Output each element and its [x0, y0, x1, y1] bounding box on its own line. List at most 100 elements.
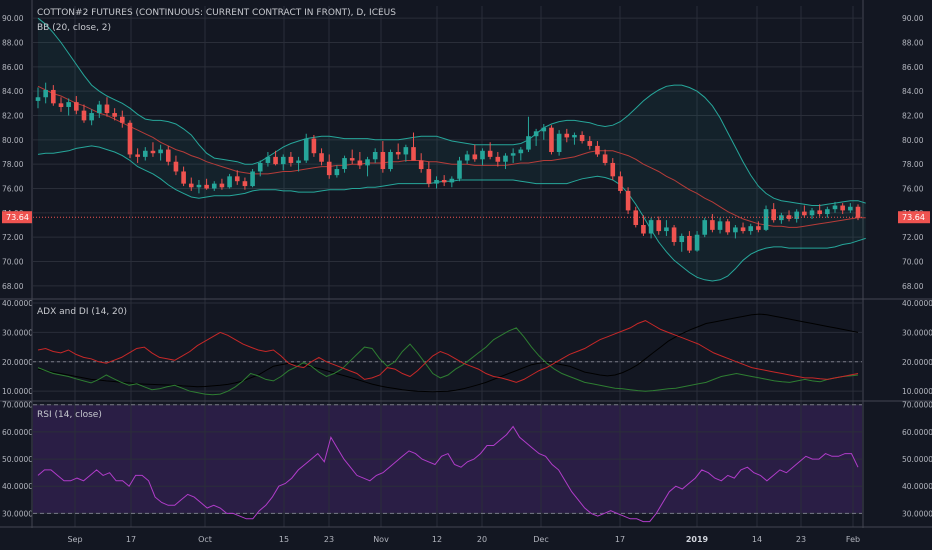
- rsi-y-tick-left: 70.0000: [2, 401, 33, 410]
- candle-body: [418, 160, 424, 170]
- candle-body: [112, 113, 117, 117]
- candle-body: [81, 110, 87, 121]
- price-y-tick-right: 88.00: [902, 39, 924, 48]
- candle-body: [242, 181, 248, 187]
- price-y-tick-left: 68.00: [2, 282, 24, 291]
- rsi-y-tick-right: 50.0000: [902, 455, 932, 464]
- price-y-tick-right: 86.00: [902, 63, 924, 72]
- candle-body: [288, 156, 294, 163]
- adx-y-tick-right: 40.0000: [902, 299, 932, 308]
- candle-body: [733, 227, 738, 233]
- candle-body: [710, 220, 715, 230]
- candle-body: [480, 150, 485, 160]
- rsi-y-tick-right: 60.0000: [902, 428, 932, 437]
- candle-body: [618, 176, 623, 191]
- candle-body: [434, 179, 439, 184]
- candle-body: [104, 104, 110, 114]
- bb-fill: [38, 18, 866, 281]
- candle-body: [687, 235, 692, 251]
- bb-indicator-label[interactable]: BB (20, close, 2): [37, 23, 112, 33]
- rsi-y-tick-left: 50.0000: [2, 455, 33, 464]
- candle-body: [518, 149, 524, 154]
- price-y-tick-right: 70.00: [902, 258, 924, 267]
- candle-body: [51, 89, 56, 104]
- x-tick-label: 14: [752, 535, 762, 544]
- candle-body: [257, 162, 263, 172]
- x-tick-label: Sep: [67, 535, 82, 544]
- price-y-tick-left: 86.00: [2, 63, 24, 72]
- candle-body: [273, 156, 278, 165]
- x-tick-label: 20: [477, 535, 487, 544]
- x-tick-label: Dec: [533, 535, 548, 544]
- candle-body: [832, 205, 838, 210]
- adx-y-tick-right: 10.0000: [902, 387, 932, 396]
- candle-body: [342, 158, 347, 170]
- candle-body: [595, 145, 600, 155]
- candle-body: [188, 183, 194, 188]
- adx-y-tick-right: 30.0000: [902, 328, 932, 337]
- candle-body: [503, 155, 508, 162]
- candle-body: [656, 220, 662, 232]
- candle-body: [602, 154, 608, 163]
- candle-body: [411, 147, 416, 161]
- candle-body: [395, 152, 401, 155]
- x-tick-label: 12: [432, 535, 442, 544]
- rsi-y-tick-left: 30.0000: [2, 509, 33, 518]
- candle-body: [541, 127, 547, 132]
- adx-y-tick-left: 20.0000: [2, 358, 33, 367]
- candle-body: [403, 147, 409, 155]
- price-y-tick-right: 80.00: [902, 136, 924, 145]
- price-y-tick-left: 70.00: [2, 258, 24, 267]
- plus-di-line: [37, 327, 859, 396]
- candle-body: [549, 127, 554, 152]
- candle-body: [66, 102, 71, 107]
- candle-body: [219, 183, 225, 188]
- x-tick-label: 23: [796, 535, 806, 544]
- x-tick-label: Oct: [198, 535, 212, 544]
- candle-body: [196, 184, 202, 188]
- candle-body: [89, 113, 94, 121]
- price-y-tick-left: 82.00: [2, 112, 24, 121]
- adx-indicator-label[interactable]: ADX and DI (14, 20): [37, 307, 127, 317]
- candle-body: [671, 227, 677, 243]
- price-y-tick-left: 72.00: [2, 233, 24, 242]
- candle-body: [526, 136, 531, 150]
- candle-body: [641, 225, 646, 234]
- price-y-tick-left: 84.00: [2, 87, 24, 96]
- candle-body: [579, 134, 585, 142]
- candle-body: [119, 116, 125, 123]
- x-tick-label: 23: [324, 535, 334, 544]
- price-y-tick-right: 84.00: [902, 87, 924, 96]
- candle-body: [142, 150, 148, 157]
- rsi-y-tick-left: 40.0000: [2, 482, 33, 491]
- adx-y-tick-right: 20.0000: [902, 358, 932, 367]
- candle-body: [158, 149, 163, 154]
- chart-title: COTTON#2 FUTURES (CONTINUOUS: CURRENT CO…: [37, 8, 396, 18]
- last-price-tag-left: [2, 211, 32, 224]
- candle-body: [587, 141, 593, 146]
- candle-body: [204, 184, 209, 189]
- rsi-indicator-label[interactable]: RSI (14, close): [37, 410, 102, 420]
- candle-body: [763, 209, 769, 230]
- candle-body: [135, 154, 140, 157]
- candle-body: [464, 154, 470, 161]
- candle-body: [748, 226, 754, 232]
- candle-body: [533, 131, 539, 137]
- candle-body: [802, 211, 807, 216]
- candle-body: [165, 149, 171, 162]
- candle-body: [610, 162, 616, 177]
- candle-body: [150, 150, 156, 154]
- candle-body: [457, 160, 462, 179]
- candle-body: [227, 176, 232, 188]
- candle-body: [725, 221, 731, 233]
- candle-body: [510, 153, 516, 156]
- candle-body: [556, 133, 562, 152]
- price-y-tick-right: 90.00: [902, 14, 924, 23]
- rsi-line: [37, 425, 859, 523]
- candle-body: [648, 220, 654, 234]
- minus-di-line: [37, 320, 859, 383]
- candle-body: [694, 234, 700, 251]
- candle-body: [265, 156, 271, 163]
- last-price-tag-right: [898, 211, 930, 224]
- candle-body: [311, 138, 317, 154]
